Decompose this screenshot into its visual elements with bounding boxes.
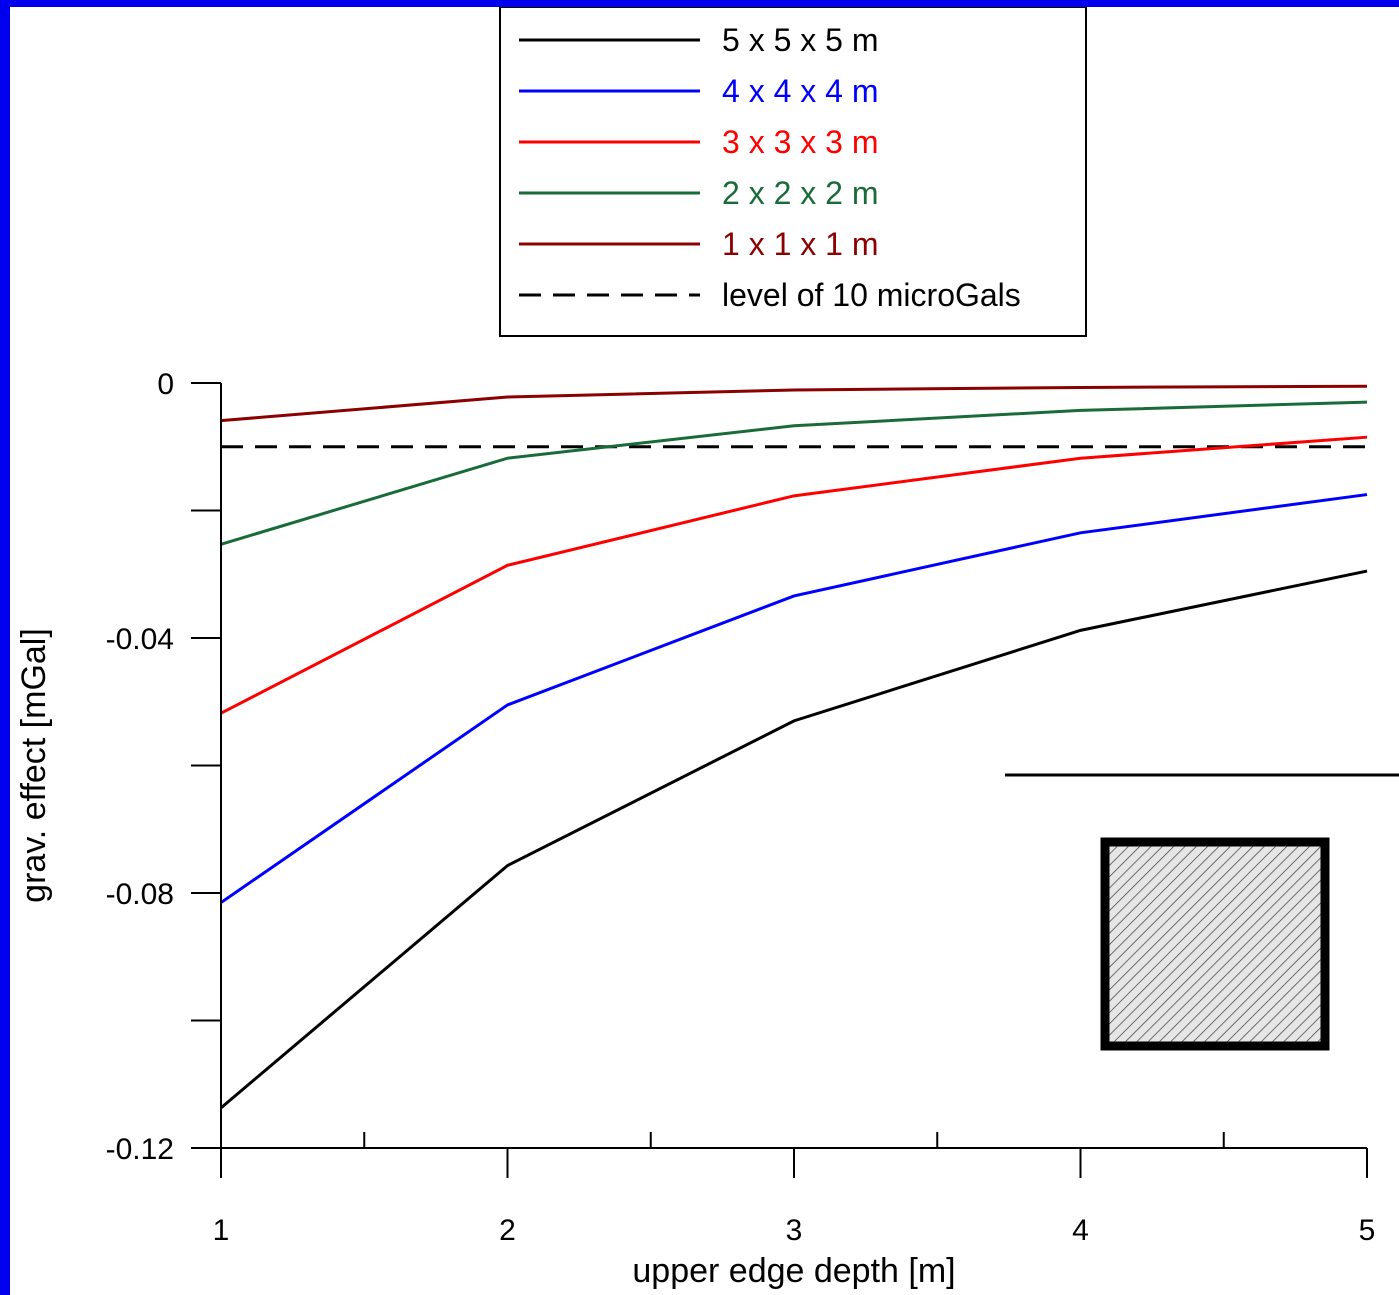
x-tick-label: 1 — [213, 1214, 230, 1247]
series-line — [220, 384, 1368, 423]
y-tick-label: -0.04 — [106, 623, 174, 656]
x-tick-label: 2 — [499, 1214, 516, 1247]
legend-entry: 2 x 2 x 2 m — [722, 175, 879, 211]
chart-panel: 5 x 5 x 5 m 4 x 4 x 4 m 3 x 3 x 3 m 2 x 2 x… — [10, 7, 1399, 1295]
y-tick-label: -0.08 — [106, 878, 174, 911]
y-tick-label: 0 — [157, 368, 174, 401]
gravity-chart: 5 x 5 x 5 m 4 x 4 x 4 m 3 x 3 x 3 m 2 x 2 x… — [15, 7, 1399, 1290]
buried-cube — [1100, 837, 1330, 1051]
series-line — [220, 569, 1368, 1109]
legend-box — [499, 7, 1087, 337]
series-line — [220, 400, 1368, 546]
buried-cube-icon — [1005, 773, 1399, 1051]
legend-entry: 1 x 1 x 1 m — [722, 226, 879, 262]
plot-area — [220, 384, 1368, 1109]
legend-entry: 5 x 5 x 5 m — [722, 22, 879, 58]
legend-entry: level of 10 microGals — [722, 277, 1021, 313]
y-axis-title: grav. effect [mGal] — [15, 628, 53, 903]
legend-entry: 4 x 4 x 4 m — [722, 73, 879, 109]
axes: upper edge depth [m] grav. effect [mGal]… — [15, 368, 1375, 1290]
series-line — [220, 435, 1368, 715]
y-tick-label: -0.12 — [106, 1133, 174, 1166]
legend: 5 x 5 x 5 m 4 x 4 x 4 m 3 x 3 x 3 m 2 x 2 x… — [499, 7, 1087, 337]
x-tick-label: 3 — [786, 1214, 803, 1247]
x-tick-label: 4 — [1072, 1214, 1089, 1247]
x-axis-title: upper edge depth [m] — [632, 1252, 955, 1290]
x-tick-label: 5 — [1359, 1214, 1376, 1247]
legend-entry: 3 x 3 x 3 m — [722, 124, 879, 160]
series-line — [220, 493, 1368, 904]
